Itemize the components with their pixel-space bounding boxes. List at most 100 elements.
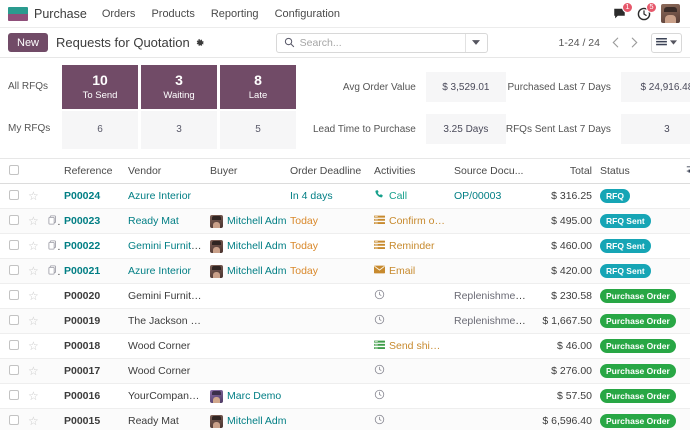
activity-widget[interactable]: Confirm order [374, 215, 446, 228]
menu-item-products[interactable]: Products [151, 7, 195, 20]
row-select-cell[interactable] [0, 308, 24, 334]
reference-value[interactable]: P00022 [64, 240, 101, 252]
buyer-name[interactable]: Mitchell Admin [227, 240, 286, 252]
kpi-late-all[interactable]: 8 Late [220, 65, 296, 109]
buyer-name[interactable]: Mitchell Admin [227, 265, 286, 277]
cell-reference[interactable]: P00016 [60, 383, 124, 409]
row-checkbox[interactable] [8, 314, 19, 325]
favorite-star-icon[interactable]: ☆ [28, 338, 39, 353]
kpi-late-mine[interactable]: 5 [220, 111, 296, 149]
cell-activities[interactable] [370, 283, 450, 309]
column-header-status[interactable]: Status [596, 159, 682, 184]
new-button[interactable]: New [8, 33, 49, 52]
column-header-activities[interactable]: Activities [370, 159, 450, 184]
table-row[interactable]: ☆ P00023 Ready Mat Mitchell Admin Today … [0, 208, 690, 234]
table-row[interactable]: ☆ P00019 The Jackson Group Replenishment… [0, 308, 690, 334]
cell-activities[interactable]: Reminder [370, 233, 450, 259]
row-checkbox[interactable] [8, 214, 19, 225]
row-favorite-cell[interactable]: ☆ [24, 308, 44, 334]
metric-value-avg-order-value[interactable]: $ 3,529.01 [425, 72, 506, 102]
cell-reference[interactable]: P00023 [60, 208, 124, 234]
cell-activities[interactable]: Call [370, 183, 450, 209]
row-favorite-cell[interactable]: ☆ [24, 408, 44, 430]
column-header-reference[interactable]: Reference [60, 159, 124, 184]
search-input[interactable] [299, 36, 465, 49]
column-header-source-document[interactable]: Source Docu... [450, 159, 534, 184]
cell-activities[interactable] [370, 383, 450, 409]
pager-previous-button[interactable] [607, 33, 624, 52]
vendor-value[interactable]: Azure Interior [128, 190, 192, 202]
menu-item-configuration[interactable]: Configuration [274, 7, 340, 20]
table-row[interactable]: ☆ P00022 Gemini Furniture Mitchell Admin… [0, 233, 690, 259]
row-select-cell[interactable] [0, 208, 24, 234]
row-select-cell[interactable] [0, 408, 24, 430]
row-select-cell[interactable] [0, 333, 24, 359]
favorite-star-icon[interactable]: ☆ [28, 363, 39, 378]
cell-reference[interactable]: P00022 [60, 233, 124, 259]
row-favorite-cell[interactable]: ☆ [24, 333, 44, 359]
kpi-waiting-mine[interactable]: 3 [141, 111, 217, 149]
row-checkbox[interactable] [8, 189, 19, 200]
cell-activities[interactable]: Confirm order [370, 208, 450, 234]
cell-reference[interactable]: P00017 [60, 358, 124, 384]
favorite-star-icon[interactable]: ☆ [28, 213, 39, 228]
menu-item-reporting[interactable]: Reporting [210, 7, 259, 20]
activity-widget[interactable] [374, 314, 446, 328]
select-all-checkbox[interactable] [8, 164, 19, 175]
cell-reference[interactable]: P00018 [60, 333, 124, 359]
favorite-star-icon[interactable]: ☆ [28, 288, 39, 303]
buyer-name[interactable]: Marc Demo [227, 390, 282, 402]
favorite-star-icon[interactable]: ☆ [28, 188, 39, 203]
pager-next-button[interactable] [626, 33, 643, 52]
row-favorite-cell[interactable]: ☆ [24, 208, 44, 234]
cell-activities[interactable]: Send shipping... [370, 333, 450, 359]
row-favorite-cell[interactable]: ☆ [24, 383, 44, 409]
vendor-value[interactable]: Azure Interior [128, 265, 192, 277]
source-document-value[interactable]: OP/00003 [454, 190, 502, 202]
favorite-star-icon[interactable]: ☆ [28, 388, 39, 403]
column-header-order-deadline[interactable]: Order Deadline [286, 159, 370, 184]
row-select-cell[interactable] [0, 383, 24, 409]
activity-widget[interactable]: Email [374, 265, 446, 277]
table-row[interactable]: ☆ P00016 YourCompany, Jo... Marc Demo [0, 383, 690, 409]
column-header-total[interactable]: Total [534, 159, 596, 184]
row-favorite-cell[interactable]: ☆ [24, 183, 44, 209]
row-favorite-cell[interactable]: ☆ [24, 283, 44, 309]
reference-value[interactable]: P00023 [64, 215, 101, 227]
activity-widget[interactable] [374, 414, 446, 428]
cell-reference[interactable]: P00021 [60, 258, 124, 284]
row-checkbox[interactable] [8, 339, 19, 350]
messages-button[interactable]: 1 [612, 1, 633, 21]
favorite-star-icon[interactable]: ☆ [28, 238, 39, 253]
favorite-star-icon[interactable]: ☆ [28, 313, 39, 328]
buyer-name[interactable]: Mitchell Admin [227, 215, 286, 227]
row-checkbox[interactable] [8, 264, 19, 275]
cell-activities[interactable] [370, 358, 450, 384]
row-favorite-cell[interactable]: ☆ [24, 233, 44, 259]
row-checkbox[interactable] [8, 389, 19, 400]
search-dropdown-toggle[interactable] [464, 33, 487, 52]
table-row[interactable]: ☆ P00015 Ready Mat Mitchell Admin [0, 408, 690, 430]
reference-value[interactable]: P00021 [64, 265, 101, 277]
view-switcher-list[interactable] [650, 32, 682, 53]
cell-activities[interactable] [370, 308, 450, 334]
brand-home-link[interactable]: Purchase [8, 6, 87, 21]
row-select-cell[interactable] [0, 183, 24, 209]
search-box[interactable] [275, 32, 488, 53]
activity-widget[interactable] [374, 389, 446, 403]
metric-value-rfqs-sent-last-7-days[interactable]: 3 [620, 114, 690, 144]
metric-value-purchased-last-7-days[interactable]: $ 24,916.48 [620, 72, 690, 102]
row-select-cell[interactable] [0, 283, 24, 309]
gear-icon[interactable] [195, 38, 205, 48]
cell-activities[interactable] [370, 408, 450, 430]
buyer-name[interactable]: Mitchell Admin [227, 415, 286, 427]
row-select-cell[interactable] [0, 233, 24, 259]
cell-reference[interactable]: P00015 [60, 408, 124, 430]
menu-item-orders[interactable]: Orders [101, 7, 136, 20]
activity-widget[interactable]: Call [374, 189, 446, 203]
row-select-cell[interactable] [0, 358, 24, 384]
vendor-value[interactable]: Ready Mat [128, 215, 179, 227]
cell-reference[interactable]: P00019 [60, 308, 124, 334]
reference-value[interactable]: P00024 [64, 190, 101, 202]
row-checkbox[interactable] [8, 239, 19, 250]
